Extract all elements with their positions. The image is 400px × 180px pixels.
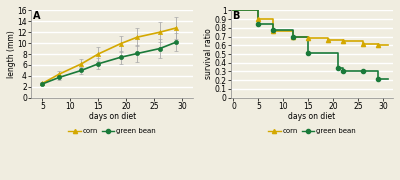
- Y-axis label: length (mm): length (mm): [7, 30, 16, 78]
- Text: B: B: [233, 11, 240, 21]
- X-axis label: days on diet: days on diet: [88, 112, 136, 121]
- X-axis label: days on diet: days on diet: [288, 112, 336, 121]
- Legend: corn, green bean: corn, green bean: [265, 125, 359, 137]
- Y-axis label: survival ratio: survival ratio: [204, 29, 213, 79]
- Legend: corn, green bean: corn, green bean: [66, 125, 159, 137]
- Text: A: A: [33, 11, 40, 21]
